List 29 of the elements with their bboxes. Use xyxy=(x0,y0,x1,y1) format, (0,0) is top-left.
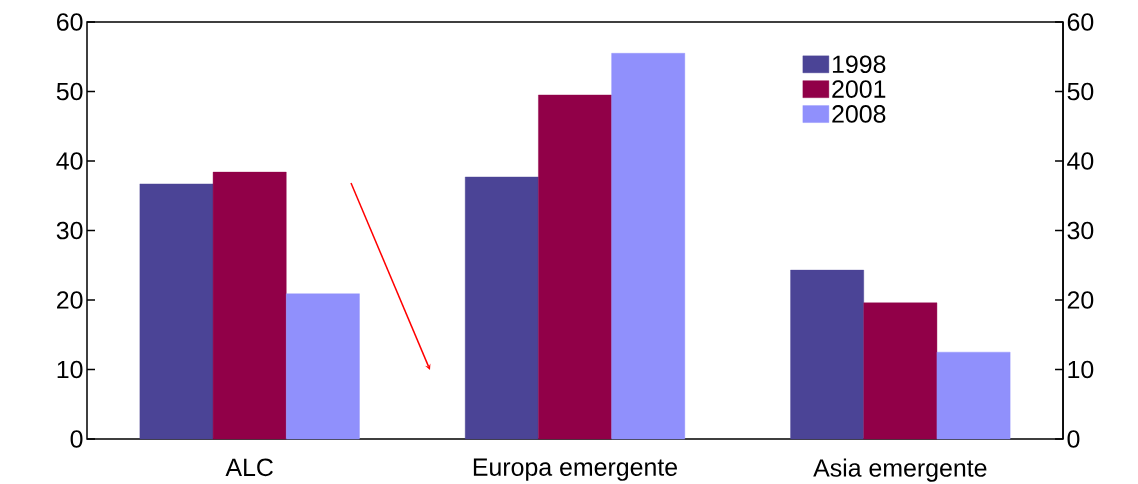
y-tick-label: 0 xyxy=(70,430,83,448)
y2-tick-label: 60 xyxy=(1067,13,1094,31)
y2-tick-label: 50 xyxy=(1067,82,1094,101)
legend-label: 2008 xyxy=(832,105,886,123)
bar xyxy=(538,94,612,440)
bar xyxy=(611,53,686,440)
x-tick-label: Asia emergente xyxy=(813,458,987,482)
y2-tick-label: 10 xyxy=(1068,360,1094,379)
y2-tick-label: 40 xyxy=(1067,152,1094,170)
legend-label: 2001 xyxy=(832,80,886,98)
bar xyxy=(936,351,1011,440)
x-tick-label: Europa emergente xyxy=(473,458,678,481)
x-tick-label: ALC xyxy=(225,458,273,477)
y2-tick-label: 0 xyxy=(1067,430,1080,448)
y2-tick-label: 20 xyxy=(1067,291,1094,309)
bar xyxy=(212,171,287,440)
bar xyxy=(863,302,938,440)
bar xyxy=(465,176,539,440)
bar xyxy=(790,269,864,440)
y-tick-label: 30 xyxy=(56,221,83,240)
y-tick-label: 50 xyxy=(56,82,83,101)
y-tick-label: 10 xyxy=(57,360,83,379)
y-tick-label: 40 xyxy=(56,152,83,170)
bar xyxy=(286,293,360,440)
y-tick-label: 20 xyxy=(57,291,83,309)
legend-label: 1998 xyxy=(832,55,886,74)
bar xyxy=(139,183,214,440)
y-tick-label: 60 xyxy=(57,13,83,31)
y2-tick-label: 30 xyxy=(1067,221,1094,240)
